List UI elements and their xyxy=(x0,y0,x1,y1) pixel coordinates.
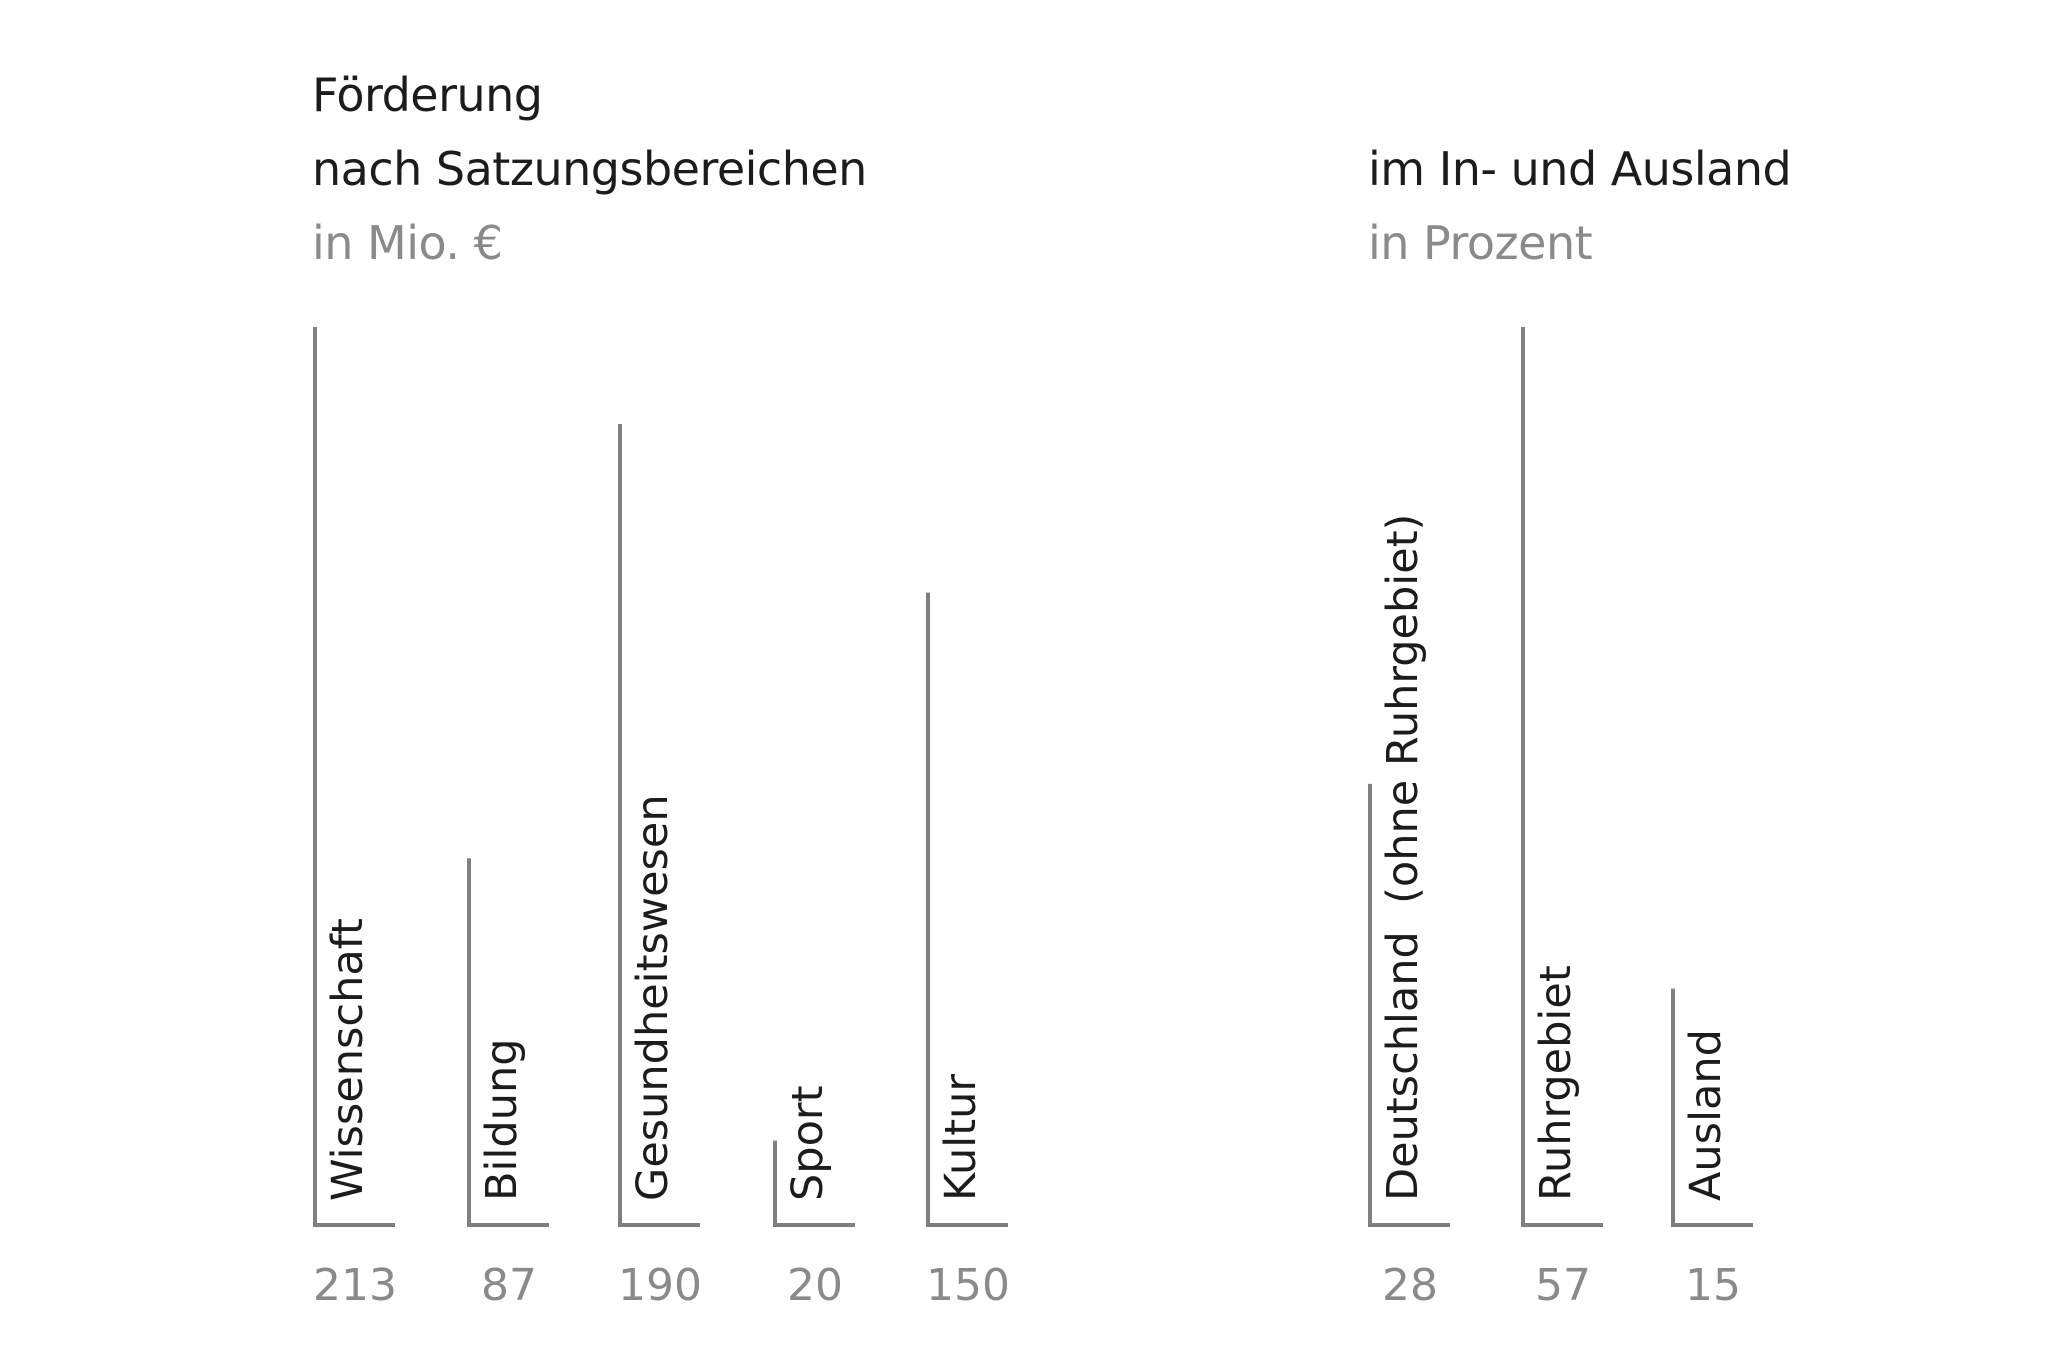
chart-title-line1: Förderung xyxy=(312,68,543,122)
value-label: 28 xyxy=(1382,1260,1438,1311)
value-label: 150 xyxy=(926,1260,1010,1311)
bar-bildung xyxy=(467,858,549,1227)
category-label: Bildung xyxy=(477,1039,527,1202)
bar-ruhrgebiet xyxy=(1521,327,1603,1227)
chart-domestic-foreign: Deutschland (ohne Ruhrgebiet) 28 Ruhrgebie… xyxy=(1368,327,1753,1311)
value-label: 57 xyxy=(1535,1260,1591,1311)
chart2-title: im In- und Ausland xyxy=(1368,142,1792,196)
bar-sport xyxy=(773,1140,855,1227)
chart-title-line2: nach Satzungsbereichen xyxy=(312,142,867,196)
value-label: 213 xyxy=(313,1260,397,1311)
value-label: 87 xyxy=(481,1260,537,1311)
chart2-unit-label: in Prozent xyxy=(1368,216,1593,270)
category-label: Ruhrgebiet xyxy=(1531,965,1581,1201)
category-label: Gesundheitswesen xyxy=(628,794,678,1201)
category-label: Sport xyxy=(783,1086,833,1201)
bar-wissenschaft xyxy=(313,327,395,1227)
value-label: 20 xyxy=(787,1260,843,1311)
bar-ausland xyxy=(1671,988,1753,1227)
value-label: 190 xyxy=(618,1260,702,1311)
chart-unit-label: in Mio. € xyxy=(312,216,503,270)
category-label: Wissenschaft xyxy=(323,918,373,1201)
bar-deutschland-ohne-ruhrgebiet xyxy=(1368,783,1450,1227)
category-label: Ausland xyxy=(1681,1029,1731,1201)
bar-gesundheitswesen xyxy=(618,423,700,1227)
chart-funding-by-area: Wissenschaft 213 Bildung 87 Gesundheitswesen… xyxy=(313,327,1010,1311)
category-label: Deutschland (ohne Ruhrgebiet) xyxy=(1378,514,1428,1201)
value-label: 15 xyxy=(1685,1260,1741,1311)
category-label: Kultur xyxy=(936,1074,986,1201)
bar-kultur xyxy=(926,592,1008,1227)
